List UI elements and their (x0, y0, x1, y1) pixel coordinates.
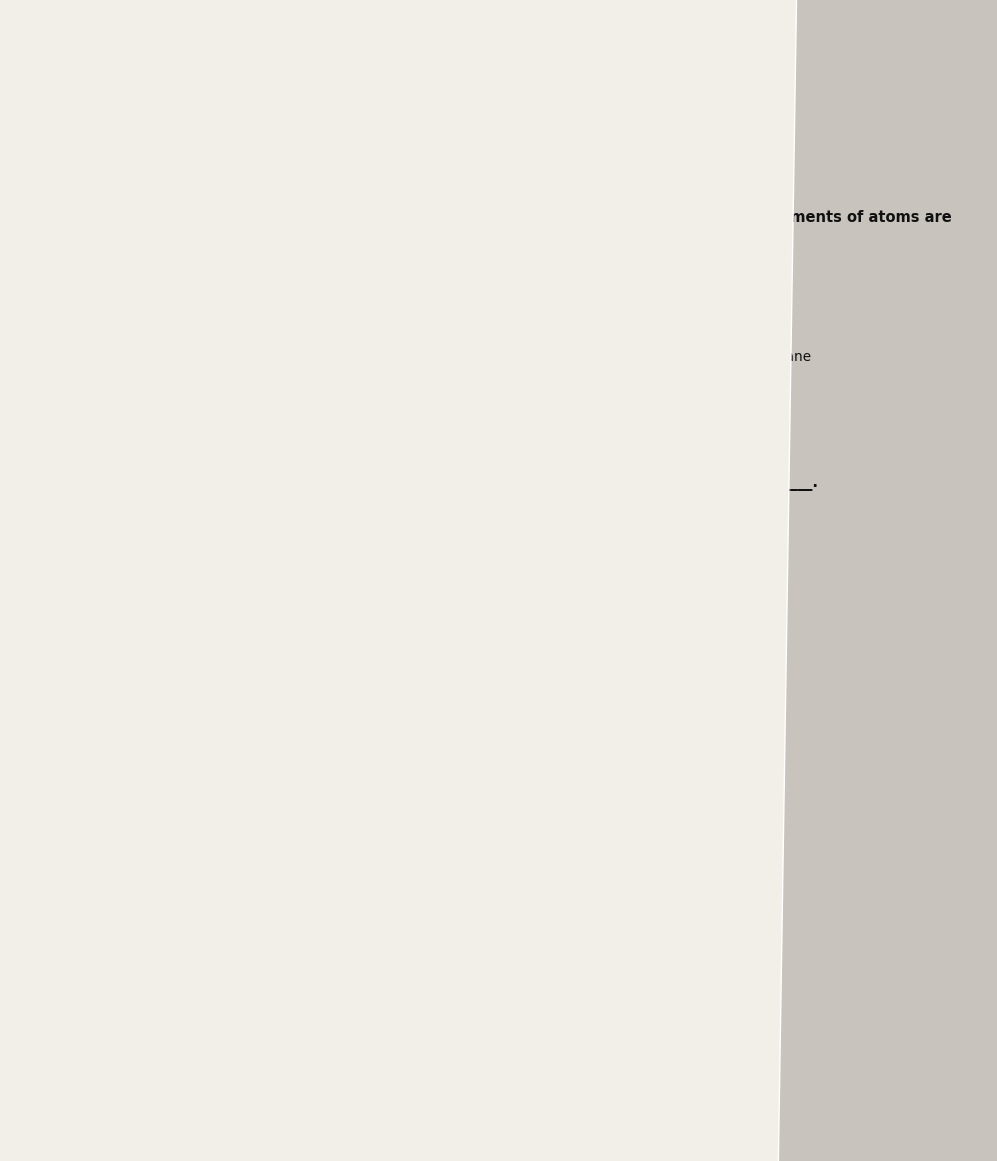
Text: 28) Three functional groups found in this compound are ______.: 28) Three functional groups found in thi… (152, 538, 671, 554)
Text: A) structural isomers: A) structural isomers (182, 239, 326, 253)
Text: E) living things: E) living things (380, 193, 482, 207)
Text: OH: OH (277, 529, 298, 543)
Text: 24) Compounds that have the same molecular formula, but different arrangements o: 24) Compounds that have the same molecul… (152, 210, 951, 225)
Text: E) octane: E) octane (426, 363, 492, 377)
Text: D) aldehyde, ether, and carboxylic acid: D) aldehyde, ether, and carboxylic acid (480, 686, 750, 700)
Text: C) fuels: C) fuels (542, 181, 594, 195)
Text: D) the alcohol carbon is bonded to four groups so no hydrogen can be added to it: D) the alcohol carbon is bonded to four … (198, 785, 758, 799)
Text: called ________.: called ________. (152, 223, 270, 238)
Text: A) there are no oxygen atoms to remove from the alcohol carbon: A) there are no oxygen atoms to remove f… (198, 742, 646, 756)
Text: Chapter 12  Alcohols, Thiols, Ethers, Aldehydes, and Ketones: Chapter 12 Alcohols, Thiols, Ethers, Ald… (152, 524, 568, 538)
Text: C) 3, 4-dimethylhexane: C) 3, 4-dimethylhexane (650, 351, 812, 365)
Text: 25) What is the IUPAC name for this alkane?: 25) What is the IUPAC name for this alka… (152, 271, 517, 286)
Text: E) the alcohol carbon is too electronegative to have hydrogen removed from it: E) the alcohol carbon is too electronega… (198, 799, 738, 813)
Text: 27) A compound that contains the ring structure of benzene is called a(n) ______: 27) A compound that contains the ring st… (152, 476, 818, 491)
Text: OCH₃: OCH₃ (327, 714, 363, 728)
Text: C) 2-methyl-5-hexene: C) 2-methyl-5-hexene (603, 447, 753, 461)
Text: C) the alcohol carbon is bonded to four groups so no oxygen can be added to it: C) the alcohol carbon is bonded to four … (198, 771, 742, 785)
Text: E) isometrics: E) isometrics (411, 252, 499, 266)
Text: D) fruit juices: D) fruit juices (182, 193, 275, 207)
Text: CH₂ - CH₃: CH₂ - CH₃ (213, 296, 275, 309)
Text: B) 4-ethyl-3-methylpentane: B) 4-ethyl-3-methylpentane (426, 351, 616, 365)
Text: A) alcohol, aromatic, and ether: A) alcohol, aromatic, and ether (182, 672, 396, 686)
Text: A) 2-ethyl-3-methylpentane: A) 2-ethyl-3-methylpentane (182, 351, 373, 365)
Text: D) isozymes: D) isozymes (182, 252, 266, 266)
Text: C) indicators: C) indicators (588, 239, 675, 253)
Text: B) isotopes: B) isotopes (411, 239, 487, 253)
Text: O: O (362, 505, 373, 519)
Text: C) alcohol, ether, and ketone: C) alcohol, ether, and ketone (182, 686, 382, 700)
Text: 29) Tertiary alcohols cannot be oxidized because ______.: 29) Tertiary alcohols cannot be oxidized… (152, 726, 610, 742)
Text: E) hydrocarbon: E) hydrocarbon (387, 504, 493, 518)
Text: D) 5-methyl-2-hexene: D) 5-methyl-2-hexene (182, 460, 333, 474)
Text: 26) What is the IUPAC name of the following compound?: 26) What is the IUPAC name of the follow… (152, 382, 618, 397)
Text: B) food flavors: B) food flavors (380, 181, 480, 195)
Text: A) drugs: A) drugs (182, 181, 240, 195)
Text: CH₃ - C H - CH - CH₂ - CH₃: CH₃ - C H - CH - CH₂ - CH₃ (156, 311, 324, 325)
Text: C H₃: C H₃ (244, 331, 273, 345)
Text: B) there are no hydrogen atoms attached to the alcohol carbon: B) there are no hydrogen atoms attached … (198, 756, 633, 770)
Text: E) 1-hexene: E) 1-hexene (418, 460, 500, 474)
Text: CCH₃: CCH₃ (359, 520, 393, 533)
Text: D) 2, 3-diethylbutane: D) 2, 3-diethylbutane (182, 363, 329, 377)
Text: B) cycloalkane: B) cycloalkane (387, 492, 488, 506)
Polygon shape (0, 0, 798, 1161)
Text: D) aromatic compound: D) aromatic compound (182, 504, 340, 518)
Text: B) 2-methyl-1-hexene: B) 2-methyl-1-hexene (418, 447, 567, 461)
Text: A) 5-methyl-1-hexene: A) 5-methyl-1-hexene (182, 447, 332, 461)
Text: A) alkane: A) alkane (182, 492, 247, 506)
Text: C) alkyl group: C) alkyl group (557, 492, 652, 506)
Text: 23) Hydrocarbons are the primary constituents of ______.: 23) Hydrocarbons are the primary constit… (152, 165, 619, 181)
Text: E) cycloalkene, alcohol, and carboxylic acid: E) cycloalkene, alcohol, and carboxylic … (182, 701, 481, 715)
Text: B) alcohol, aldehyde, and ether: B) alcohol, aldehyde, and ether (480, 672, 696, 686)
